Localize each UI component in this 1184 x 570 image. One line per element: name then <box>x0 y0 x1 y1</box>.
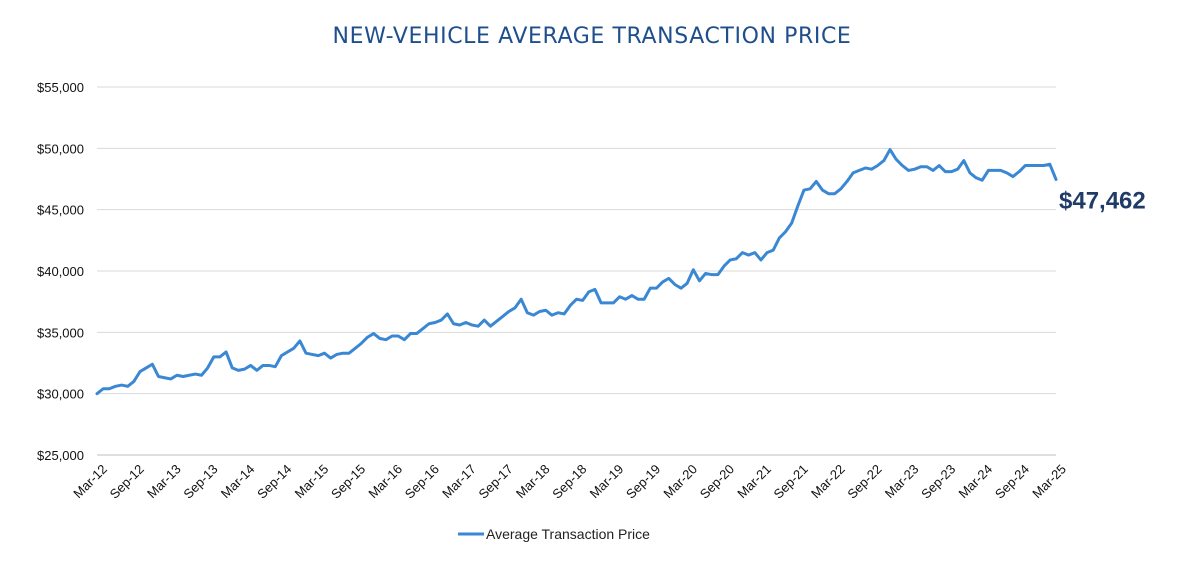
y-tick-label: $55,000 <box>37 80 84 95</box>
y-axis: $25,000 $30,000 $35,000 $40,000 $45,000 $50,0… <box>37 80 84 463</box>
y-tick-label: $30,000 <box>37 387 84 402</box>
x-tick-label: Mar-22 <box>808 461 848 501</box>
x-tick-label: Sep-23 <box>918 461 958 501</box>
x-tick-label: Mar-25 <box>1029 461 1069 501</box>
x-tick-label: Sep-20 <box>697 461 737 501</box>
x-tick-label: Mar-12 <box>70 461 110 501</box>
x-tick-label: Sep-12 <box>107 461 147 501</box>
x-tick-label: Sep-14 <box>254 461 294 501</box>
x-tick-label: Mar-23 <box>882 461 922 501</box>
annotation-layer: $47,462 <box>1059 187 1146 214</box>
x-tick-label: Sep-22 <box>844 461 884 501</box>
x-axis: Mar-12Sep-12Mar-13Sep-13Mar-14Sep-14Mar-… <box>70 461 1069 501</box>
y-tick-label: $40,000 <box>37 264 84 279</box>
chart-title: NEW-VEHICLE AVERAGE TRANSACTION PRICE <box>332 24 852 49</box>
x-tick-label: Sep-15 <box>328 461 368 501</box>
x-tick-label: Mar-16 <box>365 461 405 501</box>
x-tick-label: Mar-21 <box>734 461 774 501</box>
y-tick-label: $25,000 <box>37 448 84 463</box>
series-layer <box>95 148 1058 396</box>
series-line-average-transaction-price <box>95 148 1058 396</box>
x-tick-label: Sep-18 <box>549 461 589 501</box>
y-tick-label: $45,000 <box>37 203 84 218</box>
x-tick-label: Sep-24 <box>992 461 1032 501</box>
y-tick-label: $35,000 <box>37 325 84 340</box>
x-tick-label: Sep-13 <box>180 461 220 501</box>
y-tick-label: $50,000 <box>37 141 84 156</box>
x-tick-label: Sep-21 <box>771 461 811 501</box>
x-tick-label: Sep-17 <box>475 461 515 501</box>
x-tick-label: Mar-15 <box>292 461 332 501</box>
legend: Average Transaction Price <box>458 526 650 542</box>
x-tick-label: Mar-24 <box>956 461 996 501</box>
x-tick-label: Mar-19 <box>587 461 627 501</box>
x-tick-label: Mar-14 <box>218 461 258 501</box>
x-tick-label: Mar-20 <box>660 461 700 501</box>
x-tick-label: Mar-17 <box>439 461 479 501</box>
x-tick-label: Mar-13 <box>144 461 184 501</box>
x-tick-label: Sep-16 <box>402 461 442 501</box>
x-tick-label: Sep-19 <box>623 461 663 501</box>
legend-label: Average Transaction Price <box>486 526 650 542</box>
end-value-label: $47,462 <box>1059 187 1146 214</box>
x-tick-label: Mar-18 <box>513 461 553 501</box>
gridlines <box>97 86 1056 456</box>
